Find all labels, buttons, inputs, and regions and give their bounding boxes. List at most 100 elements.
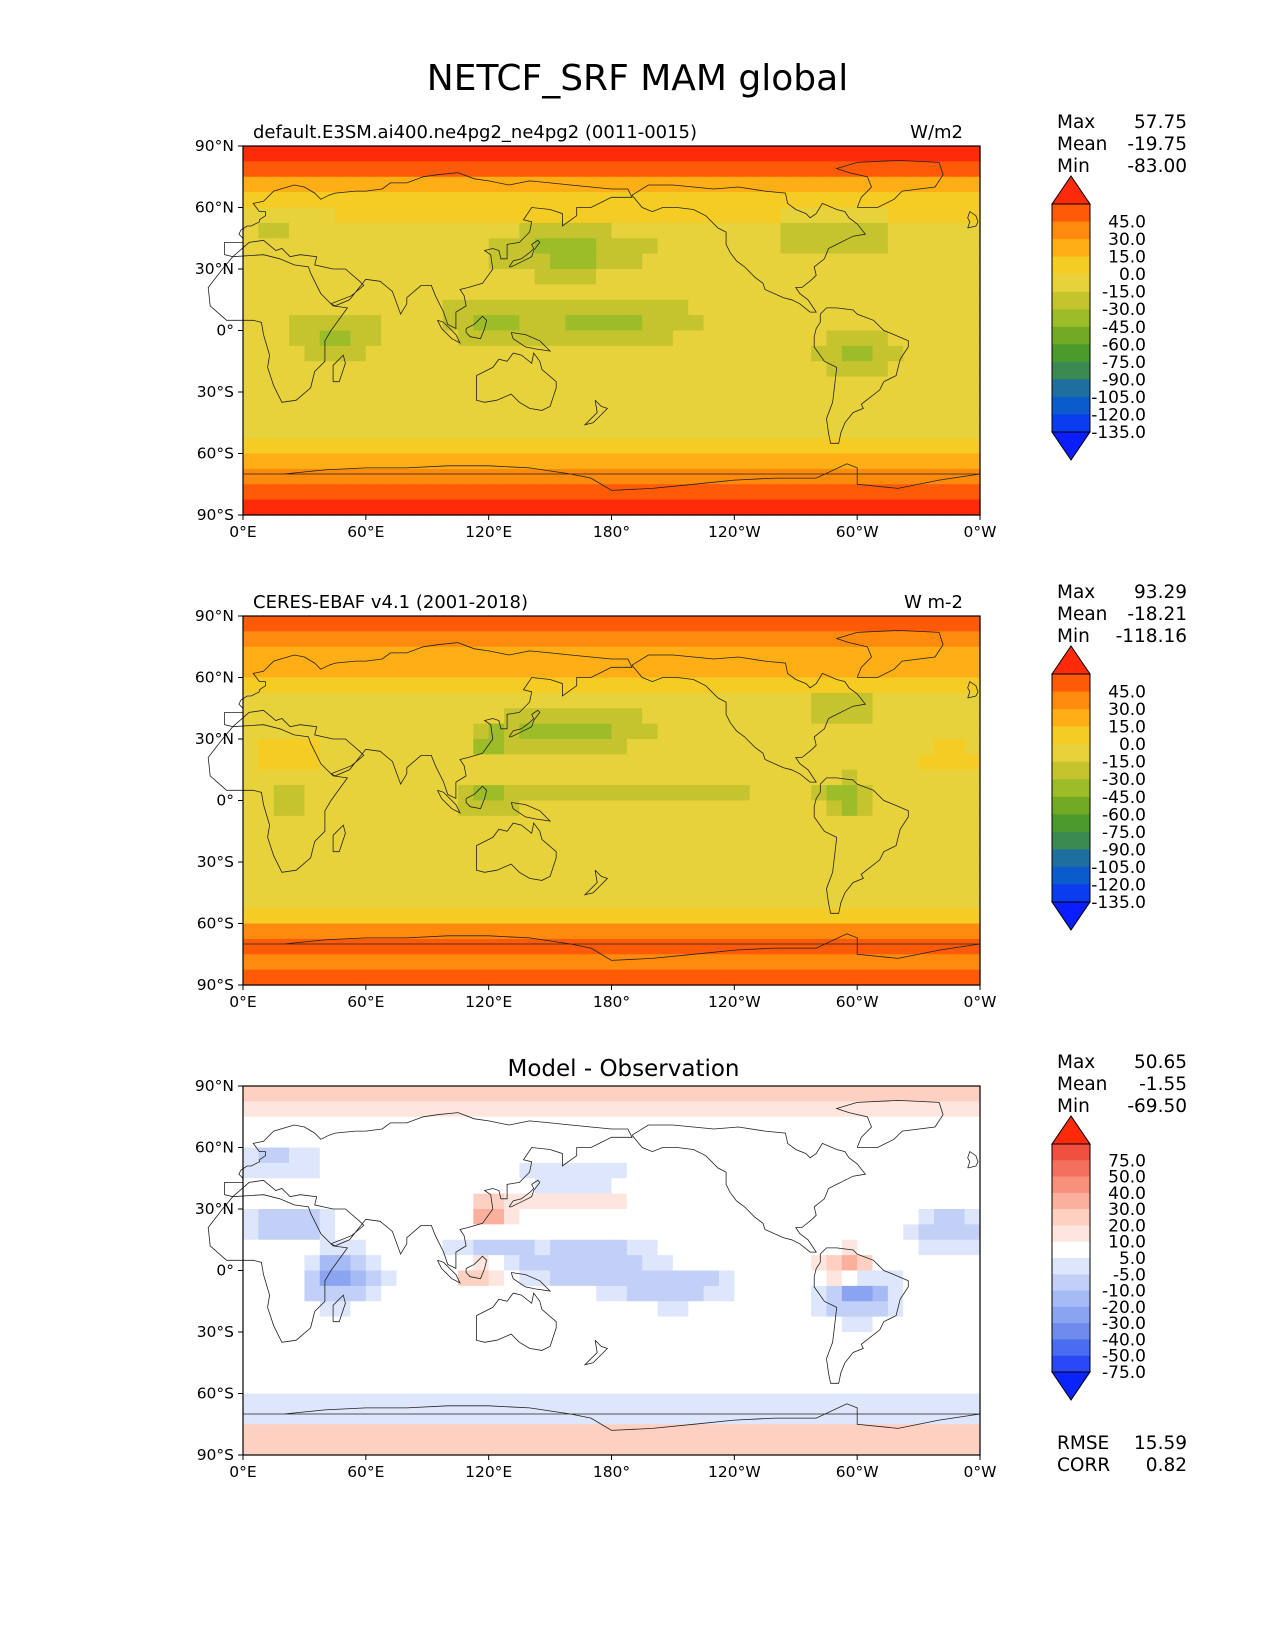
field-cell bbox=[734, 1239, 751, 1256]
field-cell bbox=[718, 1301, 735, 1318]
field-cell bbox=[519, 1347, 536, 1364]
colorbar-tick-label: -20.0 bbox=[1102, 1298, 1146, 1318]
field-cell bbox=[289, 800, 306, 817]
field-cell bbox=[289, 330, 306, 347]
field-cell bbox=[734, 376, 751, 393]
field-cell bbox=[841, 846, 858, 863]
field-cell bbox=[442, 1316, 459, 1333]
field-cell bbox=[672, 392, 689, 408]
field-cell bbox=[565, 468, 582, 485]
field-cell bbox=[534, 392, 551, 408]
field-cell bbox=[718, 1193, 735, 1210]
field-cell bbox=[488, 954, 505, 971]
field-cell bbox=[688, 146, 705, 162]
field-cell bbox=[289, 692, 306, 709]
field-cell bbox=[411, 892, 428, 909]
field-cell bbox=[826, 1255, 843, 1272]
field-cell bbox=[657, 284, 674, 301]
field-cell bbox=[427, 846, 444, 863]
field-cell bbox=[841, 1224, 858, 1241]
field-cell bbox=[335, 846, 352, 863]
field-cell bbox=[841, 453, 858, 470]
field-cell bbox=[580, 269, 597, 285]
field-cell bbox=[703, 1270, 720, 1287]
field-cell bbox=[734, 616, 751, 632]
field-cell bbox=[826, 1362, 843, 1379]
field-cell bbox=[718, 407, 735, 424]
field-cell bbox=[580, 892, 597, 909]
colorbar-tick-label: 20.0 bbox=[1108, 1216, 1146, 1236]
field-cell bbox=[626, 938, 643, 955]
field-cell bbox=[457, 708, 474, 725]
field-cell bbox=[918, 330, 935, 347]
field-cell bbox=[519, 1362, 536, 1379]
field-cell bbox=[949, 1332, 966, 1348]
field-cell bbox=[457, 785, 474, 802]
field-cell bbox=[289, 1162, 306, 1179]
field-cell bbox=[642, 754, 659, 771]
field-cell bbox=[903, 754, 920, 771]
field-cell bbox=[780, 769, 797, 786]
field-cell bbox=[319, 1147, 336, 1164]
field-cell bbox=[319, 739, 336, 755]
colorbar-tick-label: -10.0 bbox=[1102, 1282, 1146, 1302]
field-cell bbox=[243, 146, 259, 162]
field-cell bbox=[964, 1285, 981, 1302]
field-cell bbox=[473, 769, 490, 786]
field-cell bbox=[718, 846, 735, 863]
field-cell bbox=[703, 708, 720, 725]
field-cell bbox=[335, 1101, 352, 1118]
field-cell bbox=[826, 207, 843, 224]
field-cell bbox=[857, 769, 874, 786]
field-cell bbox=[273, 1316, 290, 1333]
field-cell bbox=[442, 938, 459, 955]
field-cell bbox=[918, 723, 935, 740]
field-cell bbox=[442, 631, 459, 648]
field-cell bbox=[504, 468, 520, 485]
field-cell bbox=[718, 1439, 735, 1456]
field-cell bbox=[427, 468, 444, 485]
field-cell bbox=[319, 677, 336, 694]
field-cell bbox=[596, 739, 613, 755]
field-cell bbox=[841, 361, 858, 378]
field-cell bbox=[304, 146, 321, 162]
field-cell bbox=[350, 468, 367, 485]
field-cell bbox=[504, 1347, 520, 1364]
field-cell bbox=[933, 484, 950, 501]
field-cell bbox=[903, 284, 920, 301]
field-cell bbox=[887, 1362, 904, 1379]
field-cell bbox=[396, 692, 413, 709]
field-cell bbox=[903, 692, 920, 709]
field-cell bbox=[289, 438, 306, 455]
field-cell bbox=[626, 892, 643, 909]
field-cell bbox=[657, 422, 674, 439]
field-cell bbox=[826, 407, 843, 424]
field-cell bbox=[949, 646, 966, 663]
field-cell bbox=[795, 345, 812, 362]
field-cell bbox=[534, 1132, 551, 1149]
field-cell bbox=[611, 484, 628, 501]
field-cell bbox=[442, 769, 459, 786]
field-cell bbox=[795, 1086, 812, 1102]
field-cell bbox=[396, 739, 413, 755]
field-cell bbox=[488, 146, 505, 162]
field-cell bbox=[626, 499, 643, 516]
field-cell bbox=[365, 692, 382, 709]
field-cell bbox=[565, 662, 582, 679]
field-cell bbox=[780, 269, 797, 285]
field-cell bbox=[780, 315, 797, 332]
field-cell bbox=[427, 662, 444, 679]
field-cell bbox=[949, 631, 966, 648]
field-cell bbox=[734, 708, 751, 725]
field-cell bbox=[519, 692, 536, 709]
field-cell bbox=[365, 1424, 382, 1441]
field-cell bbox=[657, 192, 674, 209]
field-cell bbox=[335, 161, 352, 178]
field-cell bbox=[427, 376, 444, 393]
field-cell bbox=[795, 1393, 812, 1410]
field-cell bbox=[672, 1439, 689, 1456]
field-cell bbox=[596, 831, 613, 848]
field-cell bbox=[642, 1255, 659, 1272]
field-cell bbox=[258, 1408, 275, 1425]
field-cell bbox=[611, 1347, 628, 1364]
